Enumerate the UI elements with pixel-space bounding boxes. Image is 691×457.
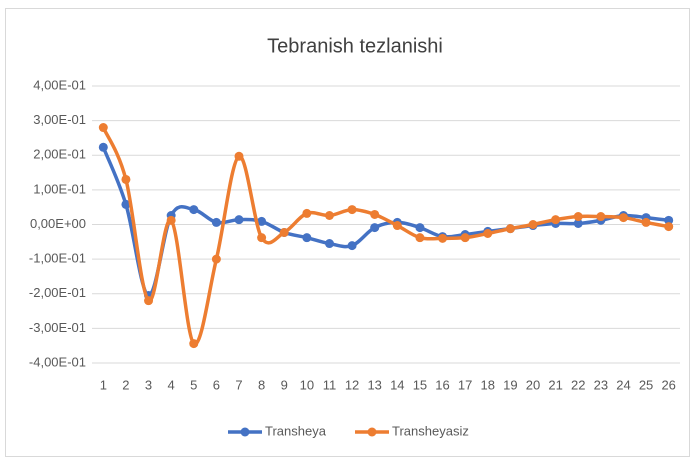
marker — [121, 199, 131, 209]
marker — [573, 218, 583, 228]
marker — [98, 123, 108, 133]
marker — [257, 216, 267, 226]
y-tick-label: 3,00E-01 — [33, 112, 86, 127]
x-tick-label: 6 — [213, 377, 220, 392]
chart-title: Tebranish tezlanishi — [267, 35, 443, 57]
legend-label: Transheyasiz — [392, 423, 469, 438]
marker — [573, 212, 583, 222]
marker — [347, 205, 357, 215]
marker — [121, 174, 131, 184]
x-tick-label: 2 — [122, 377, 129, 392]
y-tick-label: -2,00E-01 — [29, 285, 86, 300]
marker — [438, 233, 448, 243]
marker — [483, 229, 493, 239]
marker — [98, 142, 108, 152]
marker — [460, 233, 470, 243]
marker — [392, 221, 402, 231]
y-tick-label: -1,00E-01 — [29, 251, 86, 266]
x-tick-label: 22 — [571, 377, 585, 392]
x-tick-label: 4 — [168, 377, 175, 392]
marker — [189, 339, 199, 349]
x-tick-label: 12 — [345, 377, 359, 392]
marker — [324, 239, 334, 249]
marker — [370, 209, 380, 219]
x-tick-label: 8 — [258, 377, 265, 392]
chart-frame — [5, 8, 690, 457]
x-tick-label: 13 — [367, 377, 381, 392]
marker — [505, 224, 515, 234]
marker — [234, 215, 244, 225]
y-tick-label: 1,00E-01 — [33, 181, 86, 196]
marker — [189, 205, 199, 215]
x-tick-label: 24 — [616, 377, 630, 392]
x-tick-label: 26 — [661, 377, 675, 392]
x-tick-label: 1 — [100, 377, 107, 392]
x-tick-label: 20 — [526, 377, 540, 392]
legend-marker — [240, 427, 250, 437]
y-tick-label: 4,00E-01 — [33, 77, 86, 92]
marker — [234, 151, 244, 161]
x-tick-label: 11 — [323, 377, 337, 392]
marker — [618, 213, 628, 223]
x-tick-label: 17 — [458, 377, 472, 392]
x-tick-label: 3 — [145, 377, 152, 392]
marker — [528, 220, 538, 229]
x-tick-label: 15 — [413, 377, 427, 392]
marker — [551, 215, 561, 225]
x-tick-label: 18 — [481, 377, 495, 392]
x-tick-label: 5 — [190, 377, 197, 392]
marker — [324, 210, 334, 220]
x-tick-label: 9 — [281, 377, 288, 392]
y-tick-label: -4,00E-01 — [29, 354, 86, 369]
marker — [415, 223, 425, 233]
marker — [596, 212, 606, 222]
legend-marker — [367, 427, 377, 437]
marker — [257, 233, 267, 243]
y-tick-label: -3,00E-01 — [29, 320, 86, 335]
marker — [211, 217, 221, 227]
marker — [302, 233, 312, 243]
x-tick-label: 10 — [300, 377, 314, 392]
marker — [279, 227, 289, 237]
marker — [144, 296, 154, 306]
marker — [211, 254, 221, 264]
marker — [664, 222, 674, 232]
x-tick-label: 21 — [548, 377, 562, 392]
y-tick-label: 2,00E-01 — [33, 147, 86, 162]
marker — [415, 233, 425, 243]
marker — [166, 215, 176, 225]
x-tick-label: 14 — [390, 377, 404, 392]
series-line — [101, 126, 670, 346]
marker — [370, 223, 380, 233]
marker — [641, 217, 651, 227]
x-tick-label: 23 — [594, 377, 608, 392]
legend-label: Transheya — [265, 423, 327, 438]
marker — [302, 208, 312, 218]
marker — [347, 241, 357, 251]
marker — [664, 215, 674, 225]
x-tick-label: 16 — [435, 377, 449, 392]
x-tick-label: 25 — [639, 377, 653, 392]
y-tick-label: 0,00E+00 — [30, 216, 86, 231]
x-tick-label: 7 — [235, 377, 242, 392]
x-tick-label: 19 — [503, 377, 517, 392]
